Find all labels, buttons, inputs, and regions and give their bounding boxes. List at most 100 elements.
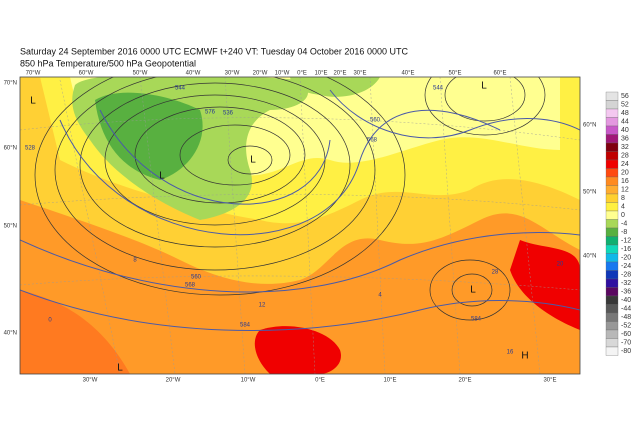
legend-swatch xyxy=(605,185,619,195)
legend-label: 4 xyxy=(621,204,625,211)
legend-swatch xyxy=(605,329,619,339)
legend-label: 24 xyxy=(621,161,629,168)
legend-label: 56 xyxy=(621,93,629,100)
lon-label: 0°E xyxy=(297,71,307,77)
pressure-center: L xyxy=(117,363,123,374)
map-frame xyxy=(19,76,581,375)
pressure-center: L xyxy=(159,171,165,182)
legend-label: 28 xyxy=(621,153,629,160)
pressure-center: L xyxy=(470,285,476,296)
legend-swatch xyxy=(605,261,619,271)
contour-label: 536 xyxy=(223,111,234,117)
lon-label: 20°W xyxy=(253,71,268,77)
lon-label: 70°W xyxy=(26,71,41,77)
legend-swatch xyxy=(605,210,619,220)
contour-label: 568 xyxy=(185,283,196,289)
lon-label: 30°E xyxy=(543,378,556,384)
legend-swatch xyxy=(605,134,619,144)
legend-label: 8 xyxy=(621,195,625,202)
legend-label: 16 xyxy=(621,178,629,185)
legend-label: 52 xyxy=(621,102,629,109)
lon-label: 50°E xyxy=(448,71,461,77)
legend-label: 44 xyxy=(621,119,629,126)
lat-label: 40°N xyxy=(4,331,17,337)
contour-label: 568 xyxy=(367,138,378,144)
legend-swatch xyxy=(605,142,619,152)
lon-label: 60°W xyxy=(79,71,94,77)
legend-label: -8 xyxy=(621,229,627,236)
title-line: Saturday 24 September 2016 0000 UTC ECMW… xyxy=(20,46,408,56)
contour-label: 576 xyxy=(205,110,216,116)
legend-swatch xyxy=(605,100,619,110)
pressure-center: L xyxy=(481,81,487,92)
contour-label: 560 xyxy=(191,275,202,281)
contour-label: 4 xyxy=(378,293,382,299)
legend-label: -40 xyxy=(621,297,631,304)
lon-label: 10°W xyxy=(275,71,290,77)
legend-label: -52 xyxy=(621,323,631,330)
legend-swatch xyxy=(605,312,619,322)
legend-label: -16 xyxy=(621,246,631,253)
lon-label: 30°W xyxy=(225,71,240,77)
legend-swatch xyxy=(605,108,619,118)
lon-label: 20°W xyxy=(166,378,181,384)
pressure-center: L xyxy=(30,96,36,107)
contour-label: 28 xyxy=(492,270,499,276)
legend-swatch xyxy=(605,168,619,178)
lon-label: 10°E xyxy=(383,378,396,384)
legend-swatch xyxy=(605,159,619,169)
contour-label: 8 xyxy=(133,258,137,264)
legend-swatch xyxy=(605,244,619,254)
pressure-center: H xyxy=(521,351,528,362)
contour-label: 20 xyxy=(557,262,564,268)
legend-label: -20 xyxy=(621,255,631,262)
legend-swatch xyxy=(605,151,619,161)
lat-label: 40°N xyxy=(583,254,596,260)
legend-label: 0 xyxy=(621,212,625,219)
contour-label: 16 xyxy=(507,350,514,356)
legend-swatch xyxy=(605,321,619,331)
contour-label: 12 xyxy=(259,303,266,309)
legend-label: -12 xyxy=(621,238,631,245)
contour-label: 544 xyxy=(433,86,444,92)
legend-swatch xyxy=(605,346,619,356)
contour-label: 584 xyxy=(471,317,482,323)
lat-label: 60°N xyxy=(4,146,17,152)
lon-label: 10°W xyxy=(241,378,256,384)
contour-label: 528 xyxy=(25,146,36,152)
lon-label: 50°W xyxy=(133,71,148,77)
legend-swatch xyxy=(605,176,619,186)
lon-label: 10°E xyxy=(314,71,327,77)
lon-label: 40°E xyxy=(401,71,414,77)
lon-label: 30°E xyxy=(353,71,366,77)
lon-label: 30°W xyxy=(83,378,98,384)
legend-label: -44 xyxy=(621,306,631,313)
legend-swatch xyxy=(605,91,619,101)
contour-label: 584 xyxy=(240,323,251,329)
legend-swatch xyxy=(605,287,619,297)
map-field xyxy=(20,77,580,374)
legend-label: 12 xyxy=(621,187,629,194)
legend-label: -80 xyxy=(621,348,631,355)
legend-label: -4 xyxy=(621,221,627,228)
legend-swatch xyxy=(605,304,619,314)
lon-label: 0°E xyxy=(315,378,325,384)
legend-label: 32 xyxy=(621,144,629,151)
legend-swatch xyxy=(605,125,619,135)
legend-label: 40 xyxy=(621,127,629,134)
lon-label: 40°W xyxy=(186,71,201,77)
legend-swatch xyxy=(605,202,619,212)
lon-label: 60°E xyxy=(493,71,506,77)
legend-label: -36 xyxy=(621,289,631,296)
contour-label: 560 xyxy=(370,118,381,124)
legend-swatch xyxy=(605,270,619,280)
legend-label: 20 xyxy=(621,170,629,177)
legend-swatch xyxy=(605,227,619,237)
legend-label: -28 xyxy=(621,272,631,279)
legend-swatch xyxy=(605,193,619,203)
legend-swatch xyxy=(605,278,619,288)
lat-label: 50°N xyxy=(4,224,17,230)
lat-label: 60°N xyxy=(583,123,596,129)
legend-label: -60 xyxy=(621,331,631,338)
